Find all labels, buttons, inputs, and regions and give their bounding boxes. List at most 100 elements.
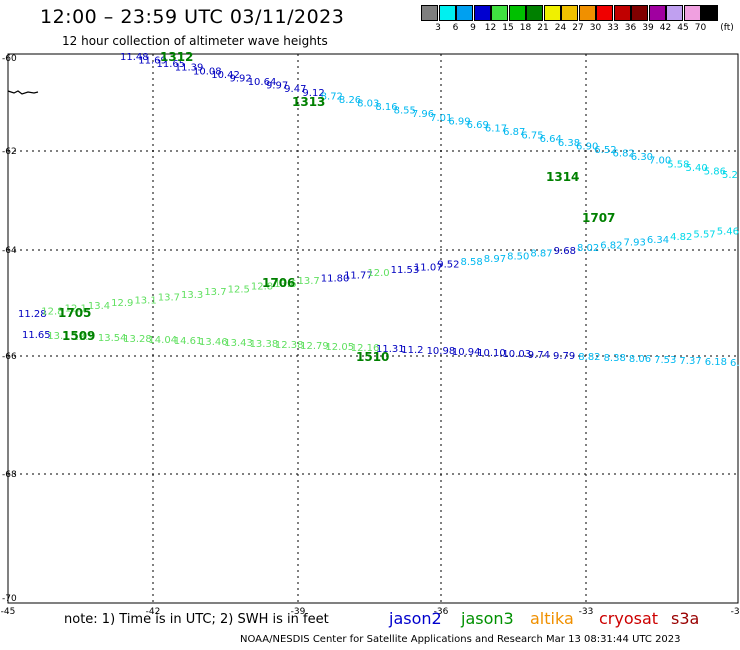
legend-swatch [578,5,596,21]
coastline [7,90,39,95]
satellite-legend-jason3: jason3 [461,609,514,628]
track-c-value: 9.74 [528,350,550,361]
legend-swatch [438,5,456,21]
track-b-value: 11.28 [18,309,47,320]
track-b-value: 8.97 [484,254,506,265]
track-b-value: 4.82 [670,232,692,243]
satellite-legend-jason2: jason2 [389,609,442,628]
track-c-value: 11.31 [376,344,405,355]
track-a-value: 6.69 [467,120,489,131]
legend-label: 6 [452,23,459,33]
track-c-value: 10.98 [427,346,456,357]
latitude-label: -60 [2,54,17,64]
track-c-value: 11.65 [22,330,51,341]
track-c-value: 8.38 [604,353,626,364]
track-b-value: 13.1 [134,295,156,306]
track-a-value: 10.08 [193,66,222,77]
legend-swatch [456,5,473,21]
satellite-legend-s3a: s3a [671,609,700,628]
track-a-value: 10.42 [211,70,240,81]
satellite-tracks: 11.4811.6911.6511.3910.0810.429.9210.649… [18,50,740,369]
track-a-value: 6.30 [631,152,653,163]
track-b-value: 11.53 [391,265,420,276]
track-a-value: 7.96 [412,109,434,120]
credit-footer: NOAA/NESDIS Center for Satellite Applica… [240,634,681,645]
track-b-value: 13.7 [297,276,319,287]
track-b-value: 13.6 [274,279,296,290]
track-b-value: 7.93 [624,238,646,249]
track-b-value: 11.77 [344,271,373,282]
track-a-value: 6.90 [576,141,598,152]
track-b-value: 9.68 [554,246,576,257]
pass-time-label: 1314 [546,170,579,184]
legend-unit: (ft) [720,23,734,33]
pass-time-label: 1510 [356,350,389,364]
legend-swatch [683,5,701,21]
latitude-label: -64 [2,246,17,256]
legend-swatch [631,5,648,21]
track-a-value: 9.12 [302,88,324,99]
track-a-value: 8.55 [394,106,416,117]
track-b-value: 8.50 [507,251,529,262]
track-a-value: 6.75 [521,131,543,142]
track-b-value: 13.7 [204,287,226,298]
legend-swatch [666,5,683,21]
legend-label: 27 [572,23,584,33]
latitude-label: -68 [2,470,17,480]
legend-label: 30 [589,23,602,33]
longitude-label: -36 [434,607,449,617]
legend-swatch [543,5,561,21]
track-b-value: 12.5 [228,284,250,295]
track-a-value: 10.64 [248,77,277,88]
track-c-value: 12.79 [300,341,329,352]
track-b-value: 12.8 [251,282,273,293]
track-b-value: 6.34 [647,235,669,246]
track-a-value: 6.82 [613,149,635,160]
legend-label: 9 [470,23,476,33]
track-a-value: 8.16 [375,102,397,113]
legend-label: 70 [694,23,707,33]
track-a-value: 11.48 [120,52,149,63]
track-b-value: 11.07 [414,262,443,273]
track-a-value: 5.58 [667,159,689,170]
legend-label: 3 [435,23,441,33]
track-a-value: 6.87 [503,127,525,138]
track-b-value: 12.8 [41,306,63,317]
pass-time-label: 1313 [292,95,325,109]
legend-label: 33 [607,23,619,33]
track-b-value: 5.46 [717,227,739,238]
legend-label: 12 [484,23,497,33]
legend-swatch [473,5,491,21]
page-subtitle: 12 hour collection of altimeter wave hei… [62,34,328,48]
track-b-value: 13.3 [181,290,203,301]
pass-time-label: 1705 [58,306,91,320]
track-a-value: 5.40 [686,163,708,174]
track-c-value: 13.43 [224,338,253,349]
longitude-label: -33 [579,607,594,617]
legend-swatch [526,5,543,21]
track-a-value: 6.38 [558,138,580,149]
track-c-value: 10.94 [452,347,481,358]
pass-time-label: 1707 [582,211,615,225]
track-a-value: 9.47 [284,84,306,95]
track-c-value: 7.53 [654,355,676,366]
track-b-value: 13.7 [158,293,180,304]
track-b-value: 12.9 [111,298,133,309]
track-a-value: 11.39 [175,63,204,74]
track-c-value: 7.37 [679,356,701,367]
track-a-value: 5.2 [722,170,738,181]
legend-swatch [596,5,613,21]
track-c-value: 6.1 [730,358,740,369]
legend-swatch [421,5,438,21]
track-c-value: 13.46 [199,337,228,348]
track-a-value: 11.65 [156,59,185,70]
track-b-value: 13.4 [88,301,110,312]
longitude-label: -45 [1,607,16,617]
pass-time-label: 1312 [160,50,193,64]
track-a-value: 8.72 [321,91,343,102]
track-c-value: 13.1 [47,331,69,342]
track-a-value: 8.03 [357,98,379,109]
track-b-value: 6.82 [600,240,622,251]
track-c-value: 10.10 [477,348,506,359]
